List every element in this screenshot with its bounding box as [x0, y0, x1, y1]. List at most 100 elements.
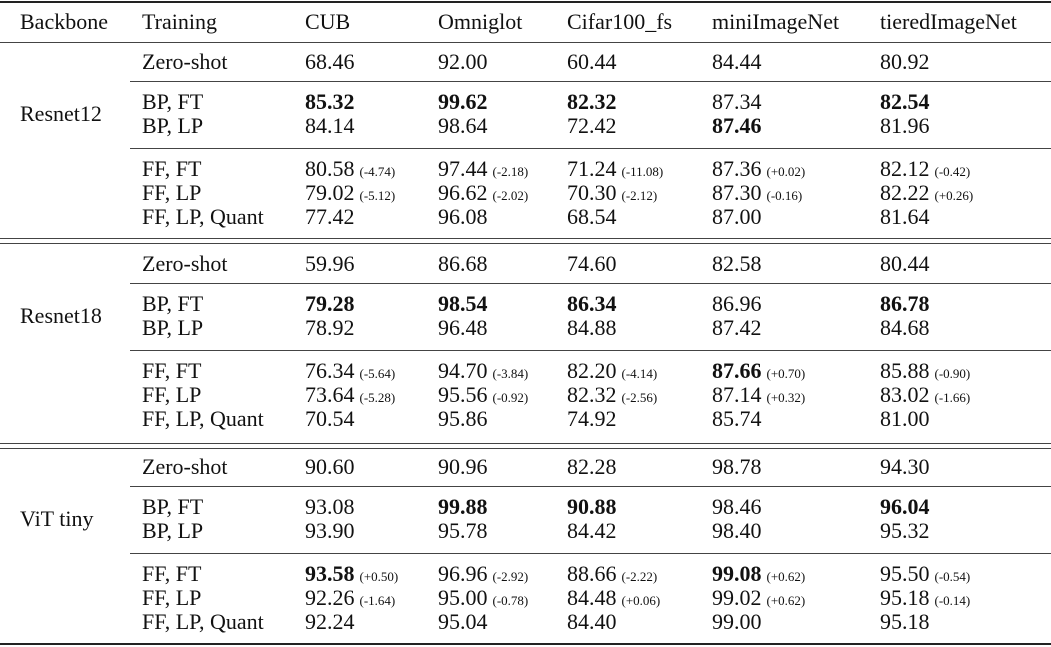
training-label: FF, LP — [142, 180, 202, 205]
table-cell: 87.34 — [712, 89, 762, 115]
table-cell: 87.14 (+0.32) — [712, 382, 805, 411]
table-cell: 79.28 — [305, 291, 355, 317]
cell-value: 80.92 — [880, 49, 930, 74]
table-cell: 84.44 — [712, 49, 762, 75]
cell-value: 82.20 — [567, 358, 617, 383]
cell-delta: (-2.02) — [492, 188, 529, 203]
table-cell: 85.88 (-0.90) — [880, 358, 970, 387]
cell-value: 83.02 — [880, 382, 930, 407]
table-cell: 84.42 — [567, 518, 617, 544]
cell-value: 79.28 — [305, 291, 355, 316]
cell-delta: (-1.66) — [934, 390, 971, 405]
table-cell: 95.32 — [880, 518, 930, 544]
table-cell: 68.46 — [305, 49, 355, 75]
table-cell: 96.48 — [438, 315, 488, 341]
cell-value: 60.44 — [567, 49, 617, 74]
cell-value: 87.66 — [712, 358, 762, 383]
cell-value: 74.60 — [567, 251, 617, 276]
cell-delta: (-5.12) — [359, 188, 396, 203]
cell-delta: (-0.14) — [934, 593, 971, 608]
table-cell: 96.08 — [438, 204, 488, 230]
cell-delta: (-1.64) — [359, 593, 396, 608]
cell-value: 84.14 — [305, 113, 355, 138]
cell-value: 99.88 — [438, 494, 488, 519]
training-label: FF, LP — [142, 585, 202, 610]
table-cell: 84.88 — [567, 315, 617, 341]
group-inner-rule — [130, 148, 1051, 149]
table-cell: 99.02 (+0.62) — [712, 585, 805, 614]
training-label: Zero-shot — [142, 454, 228, 479]
cell-value: 84.88 — [567, 315, 617, 340]
cell-value: 82.22 — [880, 180, 930, 205]
backbone-label: Resnet12 — [20, 101, 102, 126]
table-cell: 82.54 — [880, 89, 930, 115]
table-cell: 84.14 — [305, 113, 355, 139]
cell-value: 82.32 — [567, 89, 617, 114]
table-cell: 99.62 — [438, 89, 488, 115]
table-cell: 82.32 (-2.56) — [567, 382, 657, 411]
double-rule-top — [0, 238, 1051, 239]
cell-value: 98.78 — [712, 454, 762, 479]
cell-value: 95.78 — [438, 518, 488, 543]
cell-value: 68.54 — [567, 204, 617, 229]
cell-value: 98.46 — [712, 494, 762, 519]
table-cell: 93.58 (+0.50) — [305, 561, 398, 590]
cell-value: 70.30 — [567, 180, 617, 205]
cell-delta: (-2.92) — [492, 569, 529, 584]
column-header: Backbone — [20, 9, 108, 34]
training-label: FF, FT — [142, 358, 202, 383]
cell-value: 68.46 — [305, 49, 355, 74]
column-header: Training — [142, 9, 217, 34]
cell-value: 80.58 — [305, 156, 355, 181]
training-label: Zero-shot — [142, 251, 228, 276]
cell-value: 73.64 — [305, 382, 355, 407]
table-cell: 71.24 (-11.08) — [567, 156, 663, 185]
table-cell: 70.54 — [305, 406, 355, 432]
table-cell: 82.22 (+0.26) — [880, 180, 973, 209]
training-label: Zero-shot — [142, 49, 228, 74]
training-label: FF, FT — [142, 561, 202, 586]
cell-value: 99.08 — [712, 561, 762, 586]
cell-delta: (+0.02) — [766, 164, 806, 179]
cell-value: 90.88 — [567, 494, 617, 519]
table-cell: 92.24 — [305, 609, 355, 635]
cell-value: 95.56 — [438, 382, 488, 407]
training-label: BP, LP — [142, 113, 204, 138]
table-cell: 94.70 (-3.84) — [438, 358, 528, 387]
backbone-label: ViT tiny — [20, 506, 94, 531]
double-rule-bottom — [0, 243, 1051, 244]
cell-delta: (-3.84) — [492, 366, 529, 381]
training-label: BP, FT — [142, 494, 204, 519]
cell-value: 87.00 — [712, 204, 762, 229]
table-cell: 80.92 — [880, 49, 930, 75]
table-cell: 96.04 — [880, 494, 930, 520]
table-cell: 95.04 — [438, 609, 488, 635]
cell-value: 87.30 — [712, 180, 762, 205]
table-cell: 90.60 — [305, 454, 355, 480]
cell-value: 84.48 — [567, 585, 617, 610]
cell-delta: (+0.26) — [934, 188, 974, 203]
table-cell: 99.08 (+0.62) — [712, 561, 805, 590]
cell-value: 97.44 — [438, 156, 488, 181]
table-cell: 95.00 (-0.78) — [438, 585, 528, 614]
cell-value: 81.64 — [880, 204, 930, 229]
cell-value: 96.96 — [438, 561, 488, 586]
table-cell: 84.68 — [880, 315, 930, 341]
backbone-label: Resnet18 — [20, 303, 102, 328]
cell-value: 82.32 — [567, 382, 617, 407]
table-cell: 59.96 — [305, 251, 355, 277]
table-cell: 98.46 — [712, 494, 762, 520]
table-cell: 95.56 (-0.92) — [438, 382, 528, 411]
cell-value: 85.88 — [880, 358, 930, 383]
table-cell: 99.00 — [712, 609, 762, 635]
table-cell: 94.30 — [880, 454, 930, 480]
cell-delta: (-5.28) — [359, 390, 396, 405]
table-cell: 96.62 (-2.02) — [438, 180, 528, 209]
table-cell: 73.64 (-5.28) — [305, 382, 395, 411]
table-cell: 85.74 — [712, 406, 762, 432]
cell-value: 85.74 — [712, 406, 762, 431]
training-label: BP, LP — [142, 315, 204, 340]
cell-delta: (-2.56) — [621, 390, 658, 405]
table-cell: 82.28 — [567, 454, 617, 480]
bottom-rule — [0, 643, 1051, 645]
